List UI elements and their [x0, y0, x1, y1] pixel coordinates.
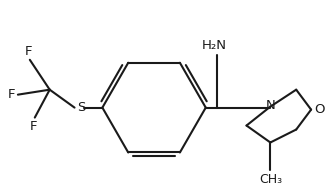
Text: F: F [8, 88, 15, 101]
Text: CH₃: CH₃ [259, 173, 282, 186]
Text: O: O [314, 103, 325, 116]
Text: N: N [266, 99, 275, 112]
Text: H₂N: H₂N [202, 39, 227, 52]
Text: F: F [25, 45, 33, 58]
Text: S: S [77, 101, 85, 114]
Text: F: F [30, 120, 38, 133]
